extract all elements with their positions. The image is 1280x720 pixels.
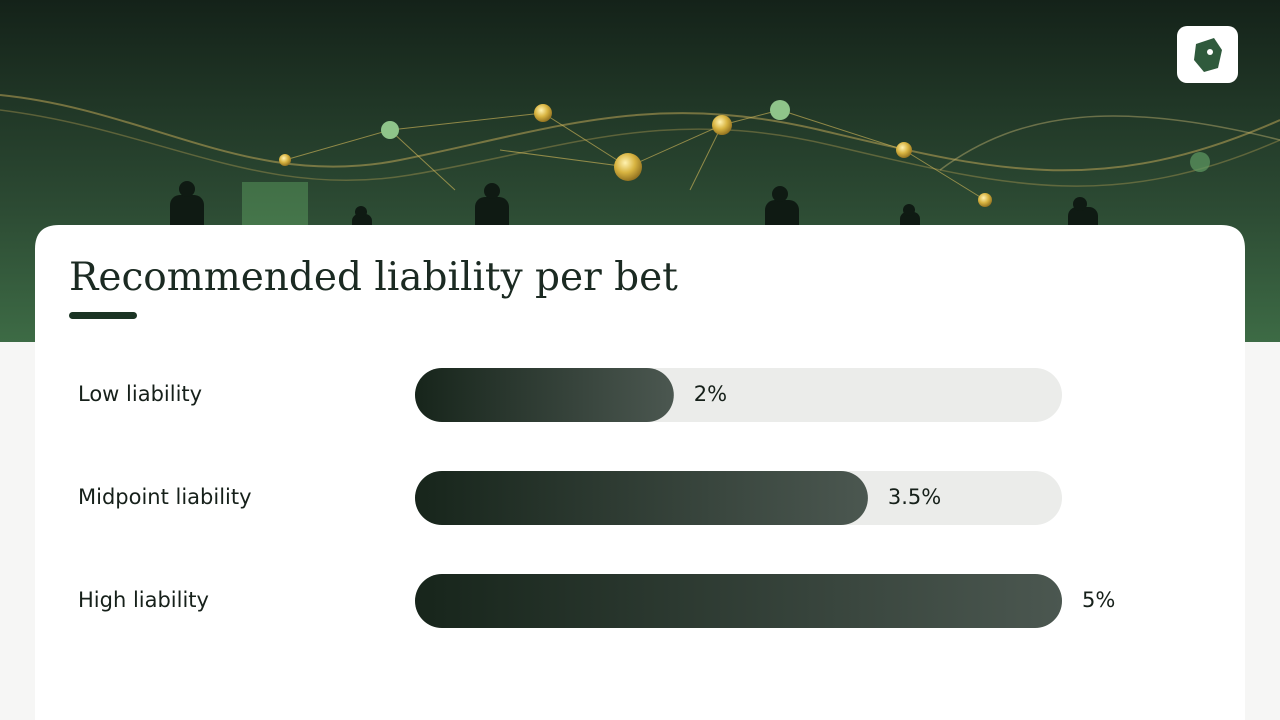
logo xyxy=(1177,26,1238,83)
value-label: 3.5% xyxy=(888,485,941,509)
category-label: Midpoint liability xyxy=(78,485,252,509)
category-label: Low liability xyxy=(78,382,202,406)
title-underline xyxy=(69,312,137,319)
bar xyxy=(415,574,1062,628)
plot: Low liability 2% Midpoint liability 3.5% Hig… xyxy=(78,368,1115,628)
chart-title: Recommended liability per bet xyxy=(69,255,678,300)
value-label: 5% xyxy=(1082,588,1115,612)
category-label: High liability xyxy=(78,588,209,612)
value-label: 2% xyxy=(694,382,727,406)
bar xyxy=(415,368,674,422)
bar xyxy=(415,471,868,525)
